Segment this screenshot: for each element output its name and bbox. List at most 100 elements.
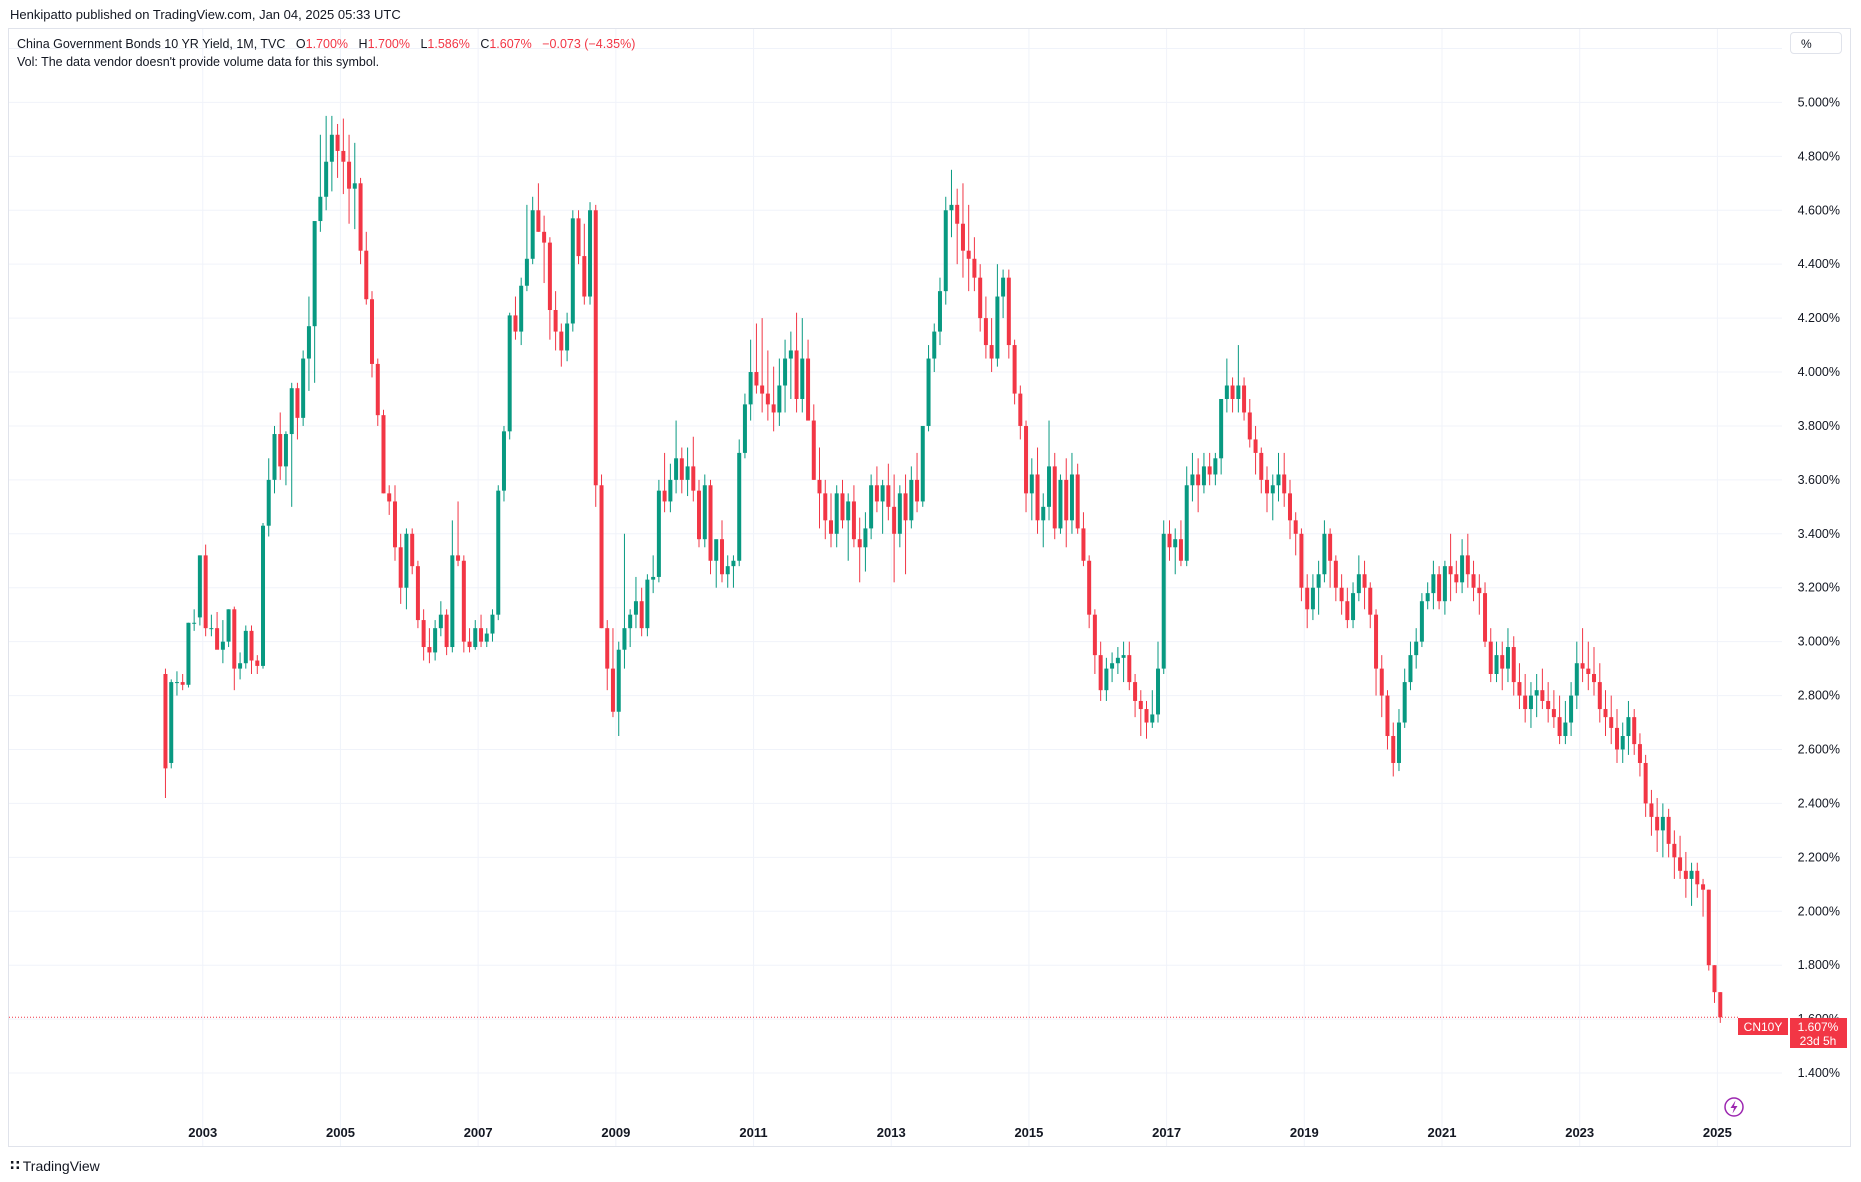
candle[interactable] bbox=[1144, 700, 1149, 739]
candle[interactable] bbox=[163, 668, 168, 799]
candle[interactable] bbox=[1563, 700, 1568, 745]
candle[interactable] bbox=[1029, 458, 1034, 521]
candle[interactable] bbox=[1293, 512, 1298, 556]
candle[interactable] bbox=[249, 625, 254, 674]
candle[interactable] bbox=[438, 601, 443, 637]
candle[interactable] bbox=[484, 628, 489, 648]
candle[interactable] bbox=[398, 533, 403, 604]
candle[interactable] bbox=[456, 501, 461, 567]
candle[interactable] bbox=[645, 574, 650, 637]
candle[interactable] bbox=[1121, 641, 1126, 683]
candle[interactable] bbox=[697, 479, 702, 548]
candle[interactable] bbox=[1035, 447, 1040, 534]
candle[interactable] bbox=[209, 614, 214, 637]
candle[interactable] bbox=[1322, 520, 1327, 583]
candle[interactable] bbox=[1695, 862, 1700, 898]
candle[interactable] bbox=[1603, 690, 1608, 737]
candle[interactable] bbox=[1230, 377, 1235, 413]
candle[interactable] bbox=[1391, 722, 1396, 777]
candle[interactable] bbox=[1551, 690, 1556, 728]
candle[interactable] bbox=[1419, 593, 1424, 648]
candle[interactable] bbox=[949, 169, 954, 238]
candle[interactable] bbox=[1333, 555, 1338, 602]
candle[interactable] bbox=[983, 296, 988, 359]
candle[interactable] bbox=[1465, 533, 1470, 588]
candle[interactable] bbox=[1161, 520, 1166, 674]
candle[interactable] bbox=[737, 439, 742, 567]
candle[interactable] bbox=[180, 674, 185, 691]
candle[interactable] bbox=[915, 452, 920, 513]
candle[interactable] bbox=[1133, 674, 1138, 718]
candle[interactable] bbox=[806, 339, 811, 421]
candle[interactable] bbox=[174, 671, 179, 696]
candle[interactable] bbox=[266, 458, 271, 537]
candle[interactable] bbox=[1574, 641, 1579, 710]
candle[interactable] bbox=[1356, 555, 1361, 602]
candle[interactable] bbox=[828, 493, 833, 548]
candle[interactable] bbox=[524, 204, 529, 292]
candle[interactable] bbox=[1500, 641, 1505, 691]
candle[interactable] bbox=[1104, 657, 1109, 701]
candle[interactable] bbox=[1259, 447, 1264, 494]
candle[interactable] bbox=[1632, 709, 1637, 755]
candle[interactable] bbox=[427, 628, 432, 664]
candle[interactable] bbox=[1706, 889, 1711, 971]
candle[interactable] bbox=[1006, 269, 1011, 359]
candle[interactable] bbox=[1701, 878, 1706, 917]
candle[interactable] bbox=[295, 382, 300, 440]
candle[interactable] bbox=[1024, 420, 1029, 513]
candle[interactable] bbox=[989, 318, 994, 373]
candle[interactable] bbox=[1282, 452, 1287, 507]
candle[interactable] bbox=[1643, 754, 1648, 817]
candle[interactable] bbox=[1236, 345, 1241, 413]
candle[interactable] bbox=[542, 215, 547, 284]
candle[interactable] bbox=[588, 202, 593, 305]
candle[interactable] bbox=[1156, 641, 1161, 723]
candle[interactable] bbox=[1064, 458, 1069, 548]
candle[interactable] bbox=[920, 425, 925, 507]
candle[interactable] bbox=[662, 452, 667, 513]
candle[interactable] bbox=[1689, 862, 1694, 906]
candle[interactable] bbox=[943, 196, 948, 305]
candle[interactable] bbox=[1351, 582, 1356, 629]
candle[interactable] bbox=[639, 587, 644, 637]
candle[interactable] bbox=[1557, 695, 1562, 745]
candle[interactable] bbox=[1718, 992, 1723, 1023]
candle[interactable] bbox=[633, 576, 638, 629]
candle[interactable] bbox=[1253, 425, 1258, 475]
candle[interactable] bbox=[720, 520, 725, 583]
candle[interactable] bbox=[1402, 668, 1407, 728]
candle[interactable] bbox=[851, 485, 856, 548]
candle[interactable] bbox=[1001, 269, 1006, 319]
candle[interactable] bbox=[599, 474, 604, 629]
candle[interactable] bbox=[874, 466, 879, 513]
candle[interactable] bbox=[960, 183, 965, 278]
candle[interactable] bbox=[1597, 663, 1602, 723]
candle[interactable] bbox=[1442, 560, 1447, 615]
candle[interactable] bbox=[1368, 582, 1373, 629]
candle[interactable] bbox=[1586, 641, 1591, 691]
candle[interactable] bbox=[1138, 690, 1143, 737]
candle[interactable] bbox=[433, 620, 438, 661]
candle[interactable] bbox=[375, 358, 380, 426]
candle[interactable] bbox=[972, 237, 977, 292]
candle[interactable] bbox=[261, 523, 266, 669]
candle[interactable] bbox=[1276, 452, 1281, 502]
candle[interactable] bbox=[352, 142, 357, 230]
candle[interactable] bbox=[892, 474, 897, 583]
candle[interactable] bbox=[329, 115, 334, 192]
candle[interactable] bbox=[1580, 628, 1585, 683]
candle[interactable] bbox=[559, 323, 564, 367]
candle[interactable] bbox=[1069, 452, 1074, 534]
candle[interactable] bbox=[1448, 533, 1453, 602]
candle[interactable] bbox=[605, 620, 610, 691]
candle[interactable] bbox=[513, 296, 518, 340]
lightning-icon[interactable] bbox=[1724, 1097, 1744, 1117]
candle[interactable] bbox=[1316, 560, 1321, 615]
candle[interactable] bbox=[1511, 636, 1516, 696]
candle[interactable] bbox=[1414, 628, 1419, 669]
candle[interactable] bbox=[1092, 609, 1097, 674]
candle[interactable] bbox=[966, 204, 971, 292]
candle[interactable] bbox=[324, 115, 329, 211]
candle[interactable] bbox=[1075, 463, 1080, 534]
